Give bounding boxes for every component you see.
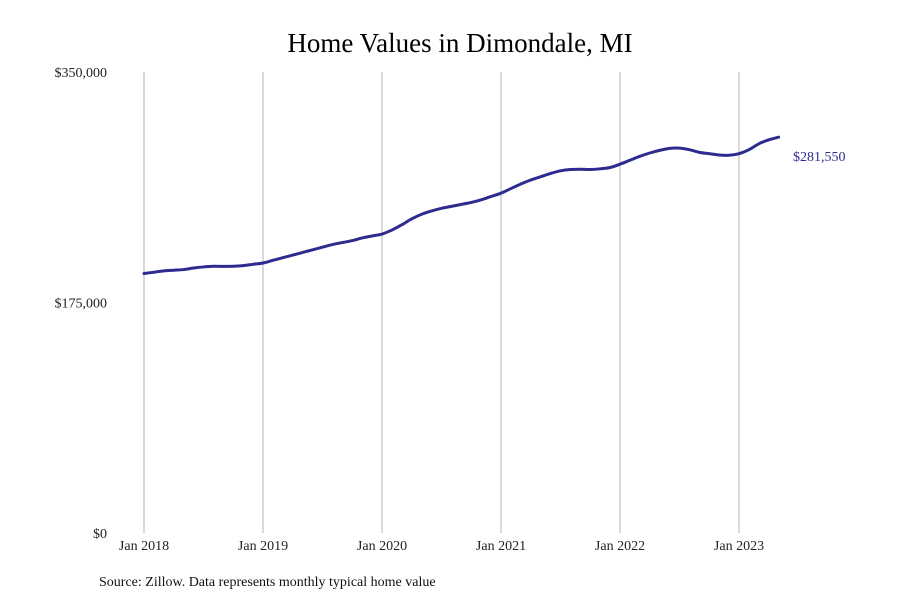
chart-title: Home Values in Dimondale, MI bbox=[287, 28, 632, 58]
y-tick-label: $350,000 bbox=[55, 66, 108, 81]
x-tick-label: Jan 2021 bbox=[476, 539, 526, 554]
y-tick-label: $175,000 bbox=[55, 297, 108, 312]
x-tick-label: Jan 2022 bbox=[595, 539, 645, 554]
end-value-label: $281,550 bbox=[793, 150, 846, 165]
x-axis-ticks: Jan 2018 Jan 2019 Jan 2020 Jan 2021 Jan 2022… bbox=[119, 539, 764, 554]
series-line bbox=[142, 135, 781, 276]
gridlines bbox=[143, 72, 740, 533]
source-note: Source: Zillow. Data represents monthly … bbox=[99, 575, 436, 590]
x-tick-label: Jan 2020 bbox=[357, 539, 407, 554]
x-tick-label: Jan 2023 bbox=[714, 539, 764, 554]
x-tick-label: Jan 2018 bbox=[119, 539, 169, 554]
y-tick-label: $0 bbox=[93, 527, 107, 542]
y-axis-ticks: $0 $175,000 $350,000 bbox=[55, 66, 108, 542]
x-tick-label: Jan 2019 bbox=[238, 539, 288, 554]
